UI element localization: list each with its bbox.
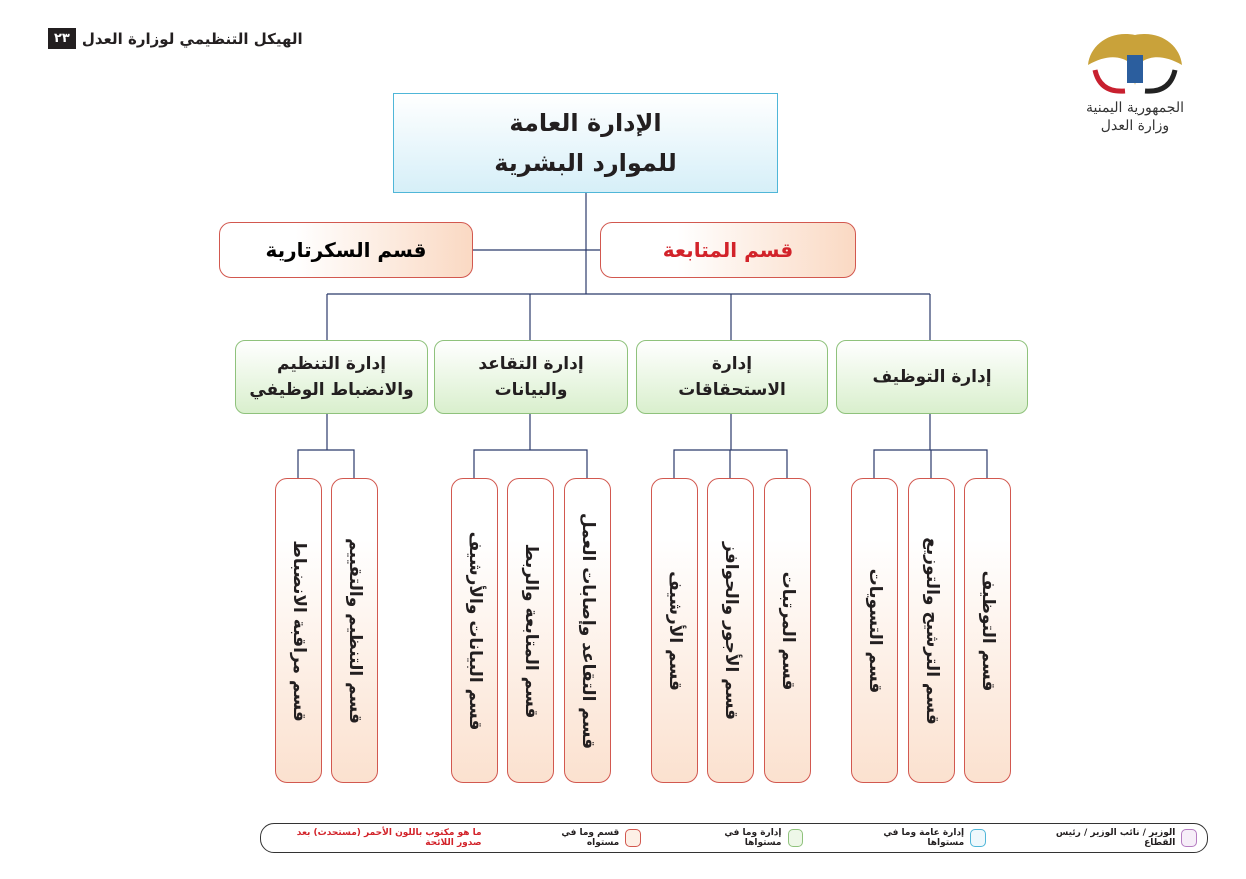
admin-label: إدارة التنظيم	[276, 354, 387, 374]
unit-box: قسم المتابعة والربط	[507, 478, 554, 783]
eagle-emblem-icon	[1088, 34, 1182, 94]
unit-box: قسم الأجور والحوافز	[707, 478, 754, 783]
box-title-line2: للموارد البشرية	[494, 149, 677, 177]
admin-label: إدارة التقاعد	[478, 354, 584, 374]
unit-box: قسم التنظيم والتقييم	[331, 478, 378, 783]
legend-note-text: ما هو مكتوب باللون الأحمر (مستحدث) بعد ص…	[296, 828, 482, 848]
unit-label: قسم المرتبات	[777, 571, 798, 690]
legend-item-section: قسم وما في مستواه	[540, 828, 641, 848]
unit-box: قسم الترشيح والتوزيع	[908, 478, 955, 783]
unit-box: قسم التسويات	[851, 478, 898, 783]
unit-label: قسم المتابعة والربط	[520, 543, 541, 718]
admin-label: الاستحقاقات	[678, 380, 786, 400]
unit-label: قسم البيانات والأرشيف	[464, 531, 485, 730]
admin-label: والانضباط الوظيفي	[249, 380, 414, 400]
unit-label: قسم التقاعد وإصابات العمل	[577, 512, 598, 749]
unit-box: قسم التوظيف	[964, 478, 1011, 783]
unit-label: قسم التوظيف	[977, 570, 998, 691]
legend-item-admin: إدارة وما في مستواها	[699, 828, 804, 848]
legend-label: إدارة عامة وما في مستواها	[883, 828, 965, 848]
followup-section-box: قسم المتابعة	[600, 222, 856, 278]
admin-label: إدارة	[711, 354, 753, 374]
admin-box-retirement: إدارة التقاعد والبيانات	[434, 340, 628, 414]
legend-swatch	[625, 829, 641, 847]
unit-label: قسم الأجور والحوافز	[720, 541, 741, 720]
admin-box-employment: إدارة التوظيف	[836, 340, 1028, 414]
unit-box: قسم مراقبة الانضباط	[275, 478, 322, 783]
unit-label: قسم التنظيم والتقييم	[344, 537, 365, 724]
legend-note: ما هو مكتوب باللون الأحمر (مستحدث) بعد ص…	[271, 828, 482, 848]
unit-label: قسم الترشيح والتوزيع	[921, 536, 942, 725]
legend-label: قسم وما في مستواه	[561, 828, 620, 848]
secretariat-section-box: قسم السكرتارية	[219, 222, 473, 278]
unit-box: قسم البيانات والأرشيف	[451, 478, 498, 783]
legend-item-minister: الوزير / نائب الوزير / رئيس القطاع	[1044, 828, 1197, 848]
legend-swatch	[787, 829, 804, 847]
legend: الوزير / نائب الوزير / رئيس القطاع إدارة…	[260, 823, 1208, 853]
ministry-logo: الجمهورية اليمنية وزارة العدل	[1075, 25, 1195, 135]
followup-label: قسم المتابعة	[662, 238, 794, 262]
secretariat-label: قسم السكرتارية	[265, 238, 427, 262]
logo-text-ministry: وزارة العدل	[1100, 118, 1170, 134]
admin-box-organization: إدارة التنظيم والانضباط الوظيفي	[235, 340, 428, 414]
unit-label: قسم مراقبة الانضباط	[288, 539, 309, 722]
page-header: ٢٣ الهيكل التنظيمي لوزارة العدل	[48, 28, 303, 49]
admin-box-entitlements: إدارة الاستحقاقات	[636, 340, 828, 414]
admin-label: إدارة التوظيف	[872, 367, 992, 387]
legend-swatch	[1181, 829, 1197, 847]
logo-text-country: الجمهورية اليمنية	[1085, 100, 1184, 116]
unit-label: قسم التسويات	[864, 568, 885, 693]
legend-label: إدارة وما في مستواها	[724, 828, 782, 848]
admin-label: والبيانات	[494, 380, 568, 400]
unit-label: قسم الأرشيف	[664, 570, 685, 691]
page-title: الهيكل التنظيمي لوزارة العدل	[81, 29, 303, 48]
unit-box: قسم الأرشيف	[651, 478, 698, 783]
general-hr-directorate-box: الإدارة العامة للموارد البشرية	[393, 93, 778, 193]
page-number: ٢٣	[48, 28, 76, 49]
legend-label: الوزير / نائب الوزير / رئيس القطاع	[1055, 828, 1176, 848]
legend-swatch	[970, 829, 986, 847]
box-title-line1: الإدارة العامة	[509, 109, 662, 137]
unit-box: قسم المرتبات	[764, 478, 811, 783]
unit-box: قسم التقاعد وإصابات العمل	[564, 478, 611, 783]
legend-item-general: إدارة عامة وما في مستواها	[861, 828, 986, 848]
